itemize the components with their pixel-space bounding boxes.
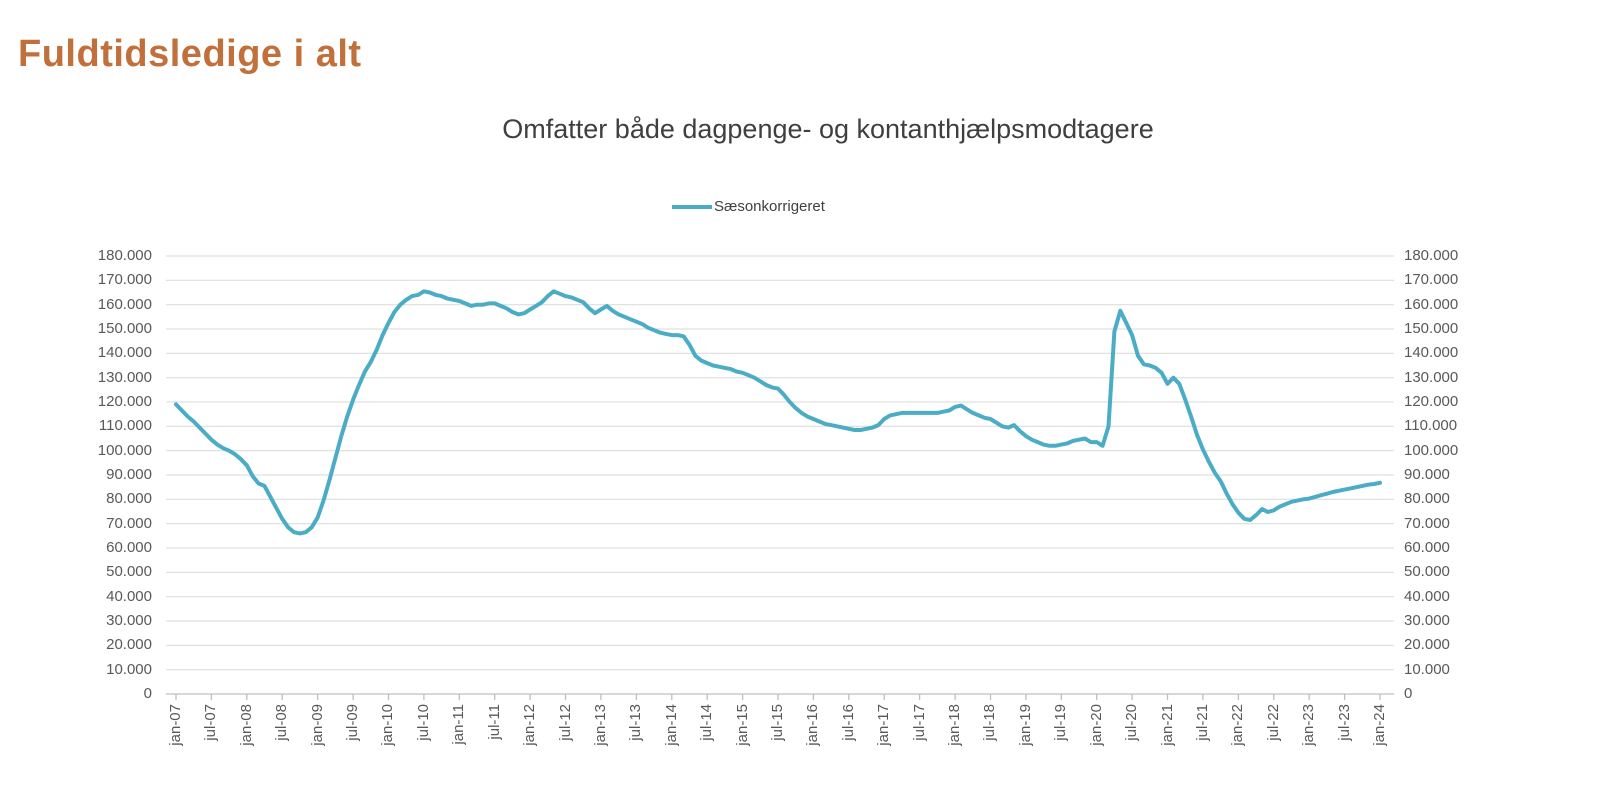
y-axis-right-tick-label: 10.000 <box>1404 661 1450 678</box>
x-axis-tick-label: jul-15 <box>769 704 786 741</box>
y-axis-left-tick-label: 60.000 <box>106 539 152 556</box>
y-axis-left-tick-label: 130.000 <box>97 369 152 386</box>
x-axis-tick-label: jan-14 <box>663 704 680 746</box>
y-axis-right-tick-label: 100.000 <box>1404 442 1459 459</box>
y-axis-right-tick-label: 130.000 <box>1404 369 1459 386</box>
x-axis-tick-label: jan-16 <box>804 704 821 746</box>
legend-line-marker <box>672 204 712 209</box>
y-axis-right-tick-label: 90.000 <box>1404 466 1450 483</box>
y-axis-left-tick-label: 80.000 <box>106 490 152 507</box>
page-title: Fuldtidsledige i alt <box>18 33 362 75</box>
x-axis-tick-label: jul-16 <box>840 704 857 741</box>
y-axis-left-tick-label: 30.000 <box>106 612 152 629</box>
x-axis-tick-label: jan-20 <box>1088 704 1105 746</box>
y-axis-left-tick-label: 150.000 <box>97 320 152 337</box>
x-axis-tick-label: jan-24 <box>1371 704 1388 746</box>
x-axis-tick-label: jan-13 <box>592 704 609 746</box>
x-axis-tick-label: jul-19 <box>1052 704 1069 741</box>
y-axis-right-tick-label: 40.000 <box>1404 588 1450 605</box>
y-axis-right-tick-label: 140.000 <box>1404 344 1459 361</box>
y-axis-left-tick-label: 50.000 <box>106 563 152 580</box>
y-axis-right-tick-label: 180.000 <box>1404 247 1459 264</box>
y-axis-right-tick-label: 170.000 <box>1404 271 1459 288</box>
x-axis-tick-label: jan-17 <box>875 704 892 746</box>
x-axis-tick-label: jan-21 <box>1159 704 1176 746</box>
y-axis-right-tick-label: 0 <box>1404 685 1413 702</box>
legend-label: Sæsonkorrigeret <box>714 198 825 215</box>
y-axis-right-tick-label: 160.000 <box>1404 296 1459 313</box>
x-axis-tick-label: jan-12 <box>521 704 538 746</box>
x-axis-tick-label: jan-09 <box>309 704 326 746</box>
x-axis-tick-label: jan-08 <box>238 704 255 746</box>
x-axis-tick-label: jul-18 <box>981 704 998 741</box>
x-axis-tick-label: jul-20 <box>1123 704 1140 741</box>
x-axis-tick-label: jan-22 <box>1229 704 1246 746</box>
y-axis-right-tick-label: 150.000 <box>1404 320 1459 337</box>
x-axis-tick-label: jan-07 <box>167 704 184 746</box>
y-axis-left-tick-label: 100.000 <box>97 442 152 459</box>
x-axis-tick-label: jul-08 <box>273 704 290 741</box>
y-axis-right-tick-label: 20.000 <box>1404 636 1450 653</box>
x-axis-tick-label: jul-11 <box>486 704 503 740</box>
series-line-saesonkorrigeret <box>174 289 1382 536</box>
y-axis-right-tick-label: 120.000 <box>1404 393 1459 410</box>
y-axis-left-tick-label: 120.000 <box>97 393 152 410</box>
y-axis-left-tick-label: 90.000 <box>106 466 152 483</box>
x-axis-tick-label: jul-14 <box>698 704 715 741</box>
x-axis-tick-label: jul-07 <box>202 704 219 741</box>
y-axis-right-tick-label: 50.000 <box>1404 563 1450 580</box>
y-axis-right-tick-label: 80.000 <box>1404 490 1450 507</box>
y-axis-left-tick-label: 0 <box>143 685 152 702</box>
chart-title: Omfatter både dagpenge- og kontanthjælps… <box>502 114 1154 144</box>
y-axis-left-tick-label: 70.000 <box>106 515 152 532</box>
x-axis-tick-label: jan-10 <box>379 704 396 746</box>
x-axis-tick-label: jan-23 <box>1300 704 1317 746</box>
y-axis-right-tick-label: 110.000 <box>1404 417 1458 434</box>
x-axis-tick-label: jul-12 <box>557 704 574 741</box>
x-axis-tick-label: jan-11 <box>450 704 467 745</box>
x-axis-tick-label: jul-22 <box>1265 704 1282 741</box>
y-axis-right-tick-label: 30.000 <box>1404 612 1450 629</box>
x-axis-tick-label: jul-21 <box>1194 704 1211 741</box>
x-axis-tick-label: jan-18 <box>946 704 963 746</box>
y-axis-left-tick-label: 170.000 <box>97 271 152 288</box>
y-axis-left-tick-label: 20.000 <box>106 636 152 653</box>
x-axis-tick-label: jul-17 <box>911 704 928 741</box>
y-axis-left-tick-label: 40.000 <box>106 588 152 605</box>
chart-legend: Sæsonkorrigeret <box>672 198 825 215</box>
y-axis-left-tick-label: 10.000 <box>106 661 152 678</box>
x-axis-tick-label: jul-09 <box>344 704 361 741</box>
x-axis-tick-label: jan-15 <box>734 704 751 746</box>
y-axis-left-tick-label: 110.000 <box>98 417 152 434</box>
y-axis-left-tick-label: 180.000 <box>97 247 152 264</box>
x-axis-tick-label: jul-13 <box>627 704 644 741</box>
y-axis-right-tick-label: 60.000 <box>1404 539 1450 556</box>
y-axis-right-tick-label: 70.000 <box>1404 515 1450 532</box>
x-axis-tick-label: jul-23 <box>1336 704 1353 741</box>
x-axis-tick-label: jul-10 <box>415 704 432 741</box>
y-axis-left-tick-label: 140.000 <box>97 344 152 361</box>
y-axis-left-tick-label: 160.000 <box>97 296 152 313</box>
x-axis-tick-label: jan-19 <box>1017 704 1034 746</box>
